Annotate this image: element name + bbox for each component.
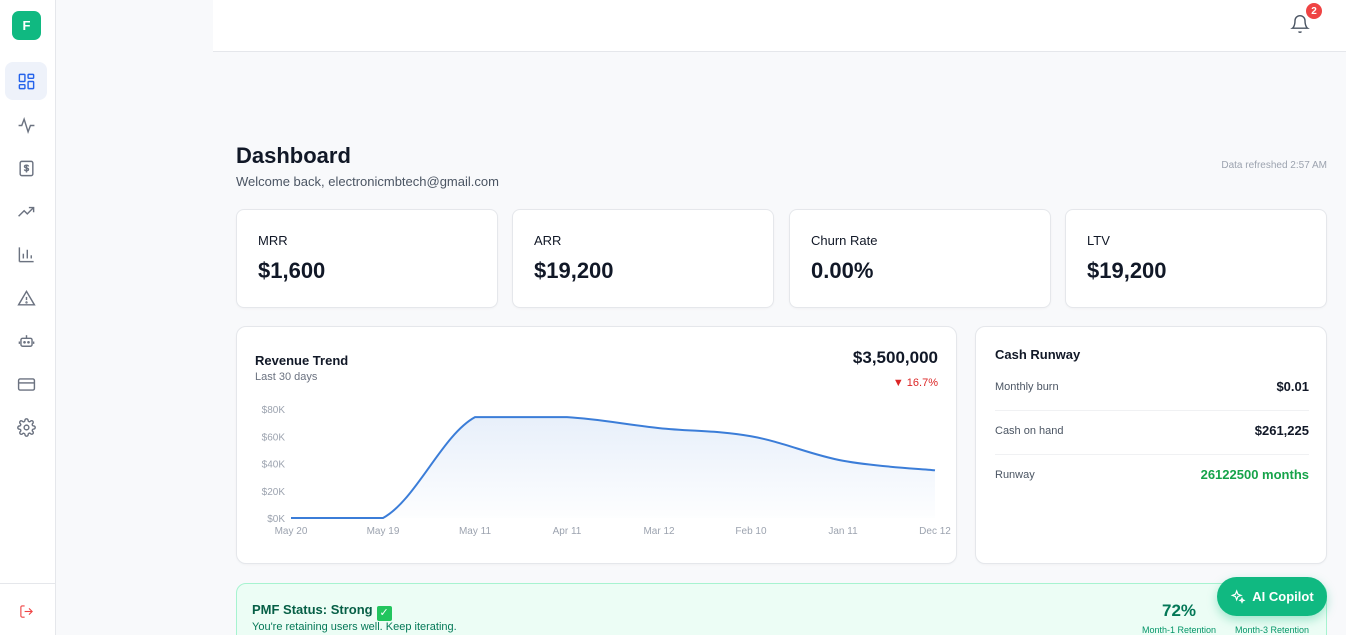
sidebar-divider bbox=[0, 583, 56, 584]
revenue-title: Revenue Trend bbox=[255, 353, 349, 368]
y-tick-label: $20K bbox=[262, 487, 286, 498]
app-logo[interactable]: F bbox=[12, 11, 41, 40]
kpi-label: MRR bbox=[258, 233, 288, 248]
x-tick-label: Apr 11 bbox=[553, 526, 582, 537]
runway-value: $0.01 bbox=[1276, 379, 1309, 394]
top-bar bbox=[213, 0, 1346, 52]
y-tick-label: $60K bbox=[262, 432, 286, 443]
kpi-label: Churn Rate bbox=[811, 233, 878, 248]
retention-label: Month-3 Retention bbox=[1234, 625, 1310, 635]
nav-growth[interactable] bbox=[5, 192, 47, 230]
x-tick-label: May 19 bbox=[367, 526, 400, 537]
revenue-line bbox=[291, 416, 936, 519]
pmf-title: PMF Status: Strong ✓ bbox=[252, 602, 392, 621]
welcome-text: Welcome back, electronicmbtech@gmail.com bbox=[236, 174, 499, 189]
revenue-area bbox=[291, 417, 935, 518]
revenue-trend-card: $0K $20K $40K $60K $80K May 20 May 19 May 11 Apr… bbox=[236, 326, 957, 564]
y-tick-label: $80K bbox=[262, 405, 286, 416]
runway-label: Monthly burn bbox=[995, 381, 1059, 393]
kpi-card-mrr: MRR $1,600 bbox=[236, 209, 498, 308]
notification-badge: 2 bbox=[1306, 3, 1322, 19]
runway-row-runway: Runway 26122500 months bbox=[995, 455, 1309, 499]
data-refreshed-text: Data refreshed 2:57 AM bbox=[1221, 160, 1327, 171]
warning-icon bbox=[16, 289, 36, 306]
nav-alerts[interactable] bbox=[5, 279, 47, 317]
x-tick-label: Jan 11 bbox=[828, 526, 858, 537]
kpi-value: 0.00% bbox=[811, 258, 874, 283]
sidebar: F bbox=[0, 0, 56, 635]
trending-up-icon bbox=[17, 206, 34, 217]
dollar-document-icon bbox=[18, 160, 34, 176]
robot-icon bbox=[18, 334, 34, 347]
x-tick-label: May 11 bbox=[459, 526, 491, 537]
nav-settings[interactable] bbox=[5, 408, 47, 446]
nav-dashboard[interactable] bbox=[5, 62, 47, 100]
revenue-subtitle: Last 30 days bbox=[255, 371, 318, 383]
sparkles-icon bbox=[1230, 588, 1246, 604]
bell-icon[interactable] bbox=[1290, 14, 1310, 34]
kpi-card-ltv: LTV $19,200 bbox=[1065, 209, 1327, 308]
nav-ai-bot[interactable] bbox=[5, 322, 47, 360]
x-tick-label: Feb 10 bbox=[735, 526, 767, 537]
x-tick-label: May 20 bbox=[275, 526, 308, 537]
kpi-label: LTV bbox=[1087, 233, 1110, 248]
credit-card-icon bbox=[17, 377, 35, 391]
kpi-label: ARR bbox=[534, 233, 562, 248]
revenue-change: ▼ 16.7% bbox=[892, 377, 938, 389]
kpi-value: $1,600 bbox=[258, 258, 326, 283]
y-tick-label: $0K bbox=[267, 514, 285, 525]
pmf-title-text: PMF Status: Strong bbox=[252, 602, 373, 617]
x-tick-label: Dec 12 bbox=[919, 526, 951, 537]
nav-billing[interactable] bbox=[5, 149, 47, 187]
bar-chart-icon bbox=[18, 246, 34, 262]
runway-row-cash-on-hand: Cash on hand $261,225 bbox=[995, 411, 1309, 455]
nav-activity[interactable] bbox=[5, 106, 47, 144]
kpi-card-churn-rate: Churn Rate 0.00% bbox=[789, 209, 1051, 308]
retention-label: Month-1 Retention bbox=[1141, 625, 1217, 635]
x-tick-label: Mar 12 bbox=[643, 526, 675, 537]
logout-icon bbox=[19, 604, 33, 618]
gear-icon bbox=[16, 417, 36, 437]
kpi-value: $19,200 bbox=[534, 258, 614, 283]
pulse-icon bbox=[18, 116, 34, 134]
check-icon: ✓ bbox=[376, 606, 392, 621]
kpi-value: $19,200 bbox=[1087, 258, 1167, 283]
cash-runway-card: Cash Runway Monthly burn $0.01 Cash on h… bbox=[975, 326, 1327, 564]
runway-label: Cash on hand bbox=[995, 425, 1064, 437]
kpi-card-arr: ARR $19,200 bbox=[512, 209, 774, 308]
y-tick-label: $40K bbox=[262, 460, 286, 471]
runway-value: 26122500 months bbox=[1200, 467, 1309, 482]
revenue-total: $3,500,000 bbox=[852, 348, 938, 367]
nav-analytics[interactable] bbox=[5, 235, 47, 273]
ai-copilot-button[interactable]: AI Copilot bbox=[1217, 577, 1327, 616]
nav-payments[interactable] bbox=[5, 365, 47, 403]
runway-value: $261,225 bbox=[1254, 423, 1309, 438]
revenue-chart: $0K $20K $40K $60K $80K May 20 May 19 May 11 Apr… bbox=[262, 405, 952, 537]
retention-value: 72% bbox=[1161, 601, 1197, 620]
grid-icon bbox=[18, 73, 34, 89]
runway-row-monthly-burn: Monthly burn $0.01 bbox=[995, 367, 1309, 411]
pmf-subtitle: You're retaining users well. Keep iterat… bbox=[252, 621, 457, 633]
cash-runway-title: Cash Runway bbox=[995, 347, 1081, 362]
pmf-status-card: PMF Status: Strong ✓ You're retaining use… bbox=[236, 583, 1327, 635]
ai-copilot-label: AI Copilot bbox=[1252, 589, 1314, 604]
page-title: Dashboard bbox=[236, 143, 351, 168]
logout-button[interactable] bbox=[5, 592, 47, 630]
runway-label: Runway bbox=[995, 469, 1035, 481]
